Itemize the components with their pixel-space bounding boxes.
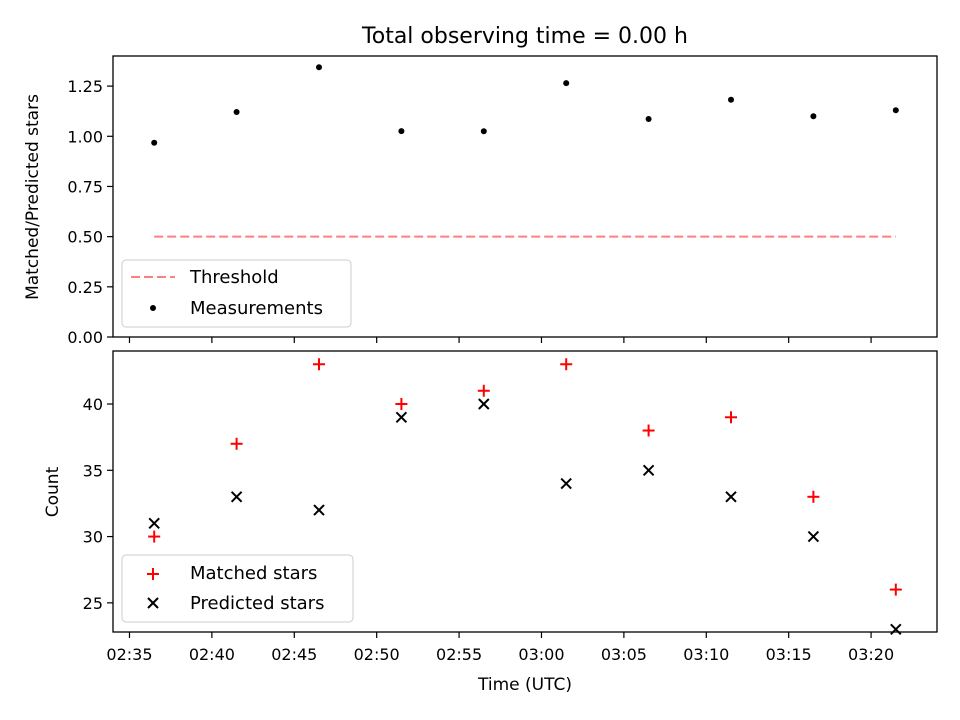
y-tick-label: 0.50 [67, 228, 103, 247]
predicted-stars-point [395, 411, 408, 423]
bottom-legend-predicted-label: Predicted stars [190, 593, 324, 614]
x-tick-label: 03:10 [683, 645, 729, 664]
top-legend-box [121, 259, 352, 328]
y-tick-label: 40 [83, 395, 103, 414]
y-tick-label: 0.25 [67, 278, 103, 297]
y-tick-label: 35 [83, 461, 103, 480]
measurement-point [728, 96, 734, 103]
x-tick-label: 02:55 [436, 645, 482, 664]
measurement-point [563, 80, 570, 87]
y-tick-label: 25 [83, 594, 103, 613]
top-legend: Threshold Measurements [121, 259, 352, 328]
measurement-point [480, 128, 487, 135]
matched-stars-point [148, 530, 161, 543]
y-tick-label: 0.00 [67, 328, 103, 347]
predicted-stars-point [478, 398, 490, 410]
bottom-legend-box [121, 554, 354, 623]
measurement-point [398, 128, 405, 135]
matched-stars-point [230, 437, 243, 450]
predicted-stars-point [230, 491, 243, 503]
predicted-stars-point [725, 491, 737, 503]
top-panel: 0.00 0.25 0.50 0.75 1.00 1.25 Matched/Predict… [23, 55, 938, 347]
predicted-stars-point [313, 504, 325, 516]
measurement-point [151, 139, 158, 146]
measurement-point [892, 107, 899, 114]
bottom-legend: Matched stars Predicted stars [121, 554, 354, 623]
matched-stars-point [807, 490, 820, 503]
x-axis-label: Time (UTC) [477, 675, 572, 695]
matched-stars-point [395, 398, 408, 411]
top-data [151, 64, 899, 238]
bottom-legend-predicted-swatch [147, 597, 159, 609]
bottom-axes-frame [112, 350, 938, 633]
top-legend-measurements-swatch [150, 305, 156, 311]
y-tick-label: 30 [83, 528, 103, 547]
x-tick-label: 03:05 [601, 645, 647, 664]
bottom-panel: 02:35 02:40 02:45 02:50 02:55 03:00 03:05 03:10… [43, 350, 938, 695]
measurement-point [233, 108, 240, 115]
matched-stars-point [477, 384, 490, 397]
predicted-stars-point [642, 464, 655, 476]
predicted-stars-point [148, 517, 160, 530]
measurement-point [316, 64, 322, 71]
x-tick-label: 02:40 [189, 645, 235, 664]
bottom-legend-matched-swatch [147, 568, 159, 580]
x-tick-label: 03:15 [766, 645, 812, 664]
x-tick-label: 02:50 [354, 645, 400, 664]
bottom-data [148, 358, 902, 636]
measurement-point [810, 113, 817, 120]
bottom-y-axis-label: Count [43, 466, 63, 517]
x-tick-label: 02:35 [106, 645, 152, 664]
matched-stars-point [725, 411, 737, 424]
top-ticks: 0.00 0.25 0.50 0.75 1.00 1.25 [67, 77, 872, 347]
matched-stars-point [560, 358, 573, 371]
matched-stars-point [889, 583, 902, 596]
top-legend-measurements-label: Measurements [190, 298, 323, 319]
predicted-stars-point [890, 623, 902, 636]
matched-stars-point [313, 358, 325, 371]
figure-title: Total observing time = 0.00 h [361, 24, 688, 49]
measurement-point [645, 116, 652, 123]
x-tick-label: 03:00 [518, 645, 564, 664]
y-tick-label: 0.75 [67, 177, 103, 196]
top-axes-frame [112, 55, 938, 338]
matched-stars-point [642, 424, 655, 437]
x-tick-label: 03:20 [848, 645, 894, 664]
predicted-stars-point [807, 530, 820, 543]
predicted-stars-point [560, 477, 572, 490]
bottom-ticks: 02:35 02:40 02:45 02:50 02:55 03:00 03:05 03:10… [83, 395, 894, 664]
top-legend-threshold-label: Threshold [189, 267, 279, 288]
bottom-legend-matched-label: Matched stars [190, 563, 317, 584]
x-tick-label: 02:45 [271, 645, 317, 664]
top-y-axis-label: Matched/Predicted stars [23, 94, 43, 300]
y-tick-label: 1.00 [67, 127, 103, 146]
y-tick-label: 1.25 [67, 77, 103, 96]
